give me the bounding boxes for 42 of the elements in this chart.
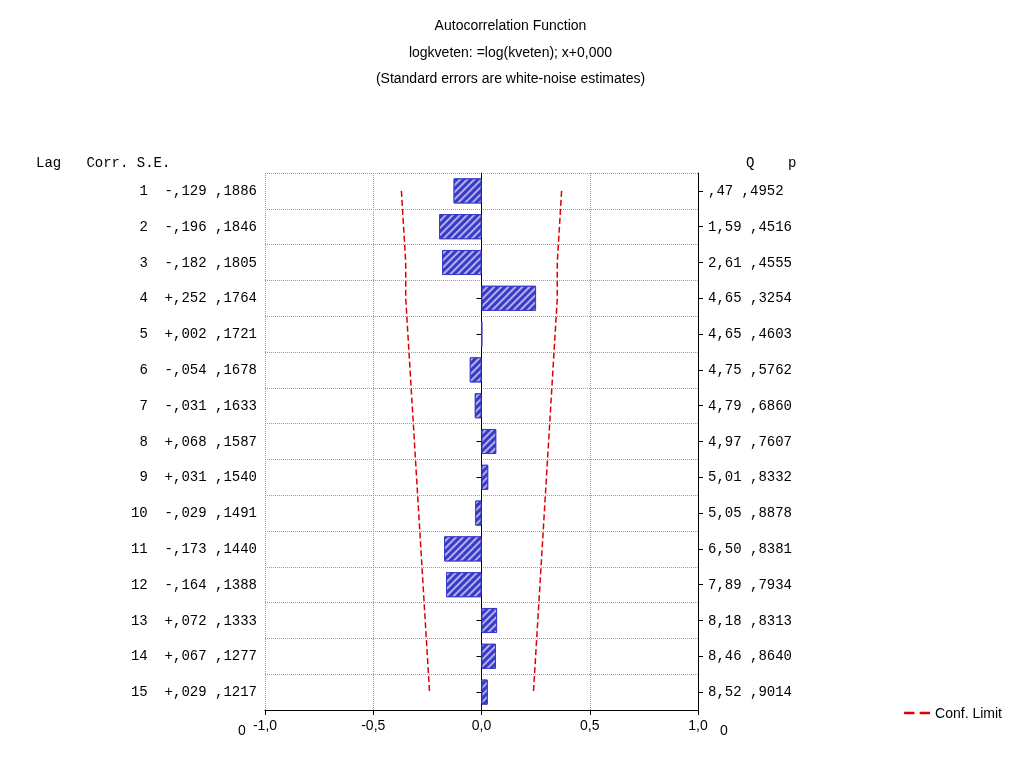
x-tick-label: 0,5 (580, 717, 600, 733)
y-tick-label: 6 -,054 ,1678 (139, 361, 257, 378)
y-tick-label: 12 -,164 ,1388 (130, 576, 257, 593)
y-tick-label: 2 -,196 ,1846 (139, 218, 257, 235)
text: Lag Corr. S.E. (36, 155, 171, 171)
x-tick-label: 0,0 (471, 717, 492, 733)
y2-tick-label: 7,89 ,7934 (708, 576, 793, 593)
y2-tick-label: 8,18 ,8313 (708, 612, 793, 629)
y2-tick-label: 8,46 ,8640 (708, 648, 793, 665)
x-tick-label: -0,5 (361, 717, 386, 733)
text: 0 (238, 722, 246, 738)
y2-tick-label: 4,79 ,6860 (708, 397, 793, 414)
y-tick-label: 8 +,068 ,1587 (139, 433, 257, 450)
x-tick-label: 1,0 (688, 717, 708, 733)
y-tick-label: 11 -,173 ,1440 (130, 540, 257, 557)
chart-title: Autocorrelation Function (434, 17, 587, 33)
y-tick-label: 1 -,129 ,1886 (139, 182, 257, 199)
y-tick-label: 4 +,252 ,1764 (139, 290, 257, 307)
y2-tick-label: 1,59 ,4516 (708, 218, 793, 235)
y2-tick-label: 6,50 ,8381 (708, 540, 793, 557)
legend-label: Conf. Limit (935, 705, 1003, 721)
y2-tick-label: 4,65 ,4603 (708, 326, 793, 343)
y-tick-label: 5 +,002 ,1721 (139, 326, 257, 343)
y-tick-label: 13 +,072 ,1333 (130, 612, 257, 629)
y2-tick-label: 5,05 ,8878 (708, 505, 793, 522)
y-tick-label: 3 -,182 ,1805 (139, 254, 257, 271)
chart-subtitle: logkveten: =log(kveten); x+0,000 (Standard errors are white-noise estimates) (375, 44, 646, 86)
y-tick-label: 9 +,031 ,1540 (139, 469, 257, 486)
y2-tick-label: 2,61 ,4555 (708, 254, 793, 271)
y-tick-label: 7 -,031 ,1633 (139, 397, 257, 414)
y2-tick-label: 4,97 ,7607 (708, 433, 793, 450)
text: 0 (720, 722, 728, 738)
y-tick-label: 14 +,067 ,1277 (130, 648, 257, 665)
y-tick-label: 10 -,029 ,1491 (130, 505, 257, 522)
y2-tick-label: ,47 ,4952 (708, 182, 784, 199)
y2-tick-label: 8,52 ,9014 (708, 684, 793, 701)
y-tick-label: 15 +,029 ,1217 (130, 684, 257, 701)
y2-tick-label: 5,01 ,8332 (708, 469, 793, 486)
y2-tick-label: 4,65 ,3254 (708, 290, 793, 307)
text: Q p (746, 155, 797, 171)
x-tick-label: -1,0 (252, 717, 278, 733)
y2-tick-label: 4,75 ,5762 (708, 361, 793, 378)
